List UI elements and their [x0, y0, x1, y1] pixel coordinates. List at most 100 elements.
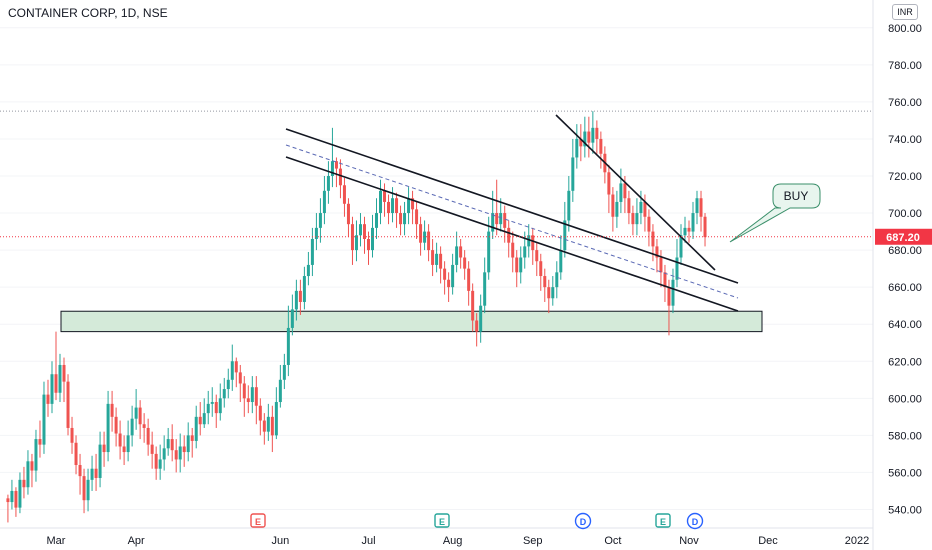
candle-body: [407, 198, 411, 214]
candle-body: [26, 461, 30, 488]
trendline: [555, 114, 716, 271]
candle-body: [282, 364, 286, 380]
candle-body: [627, 198, 631, 214]
y-tick-label: 640.00: [888, 319, 922, 331]
candle-body: [338, 168, 342, 186]
x-tick-label: Mar: [47, 535, 66, 547]
candle-body: [679, 235, 683, 258]
candle-body: [334, 161, 338, 169]
candle-body: [174, 450, 178, 460]
event-marker-label: E: [660, 517, 666, 527]
candle-body: [82, 476, 86, 501]
candle-body: [138, 407, 142, 425]
candle-body: [278, 379, 282, 403]
candle-body: [70, 427, 74, 443]
x-tick-label: Sep: [523, 535, 543, 547]
chart-title: CONTAINER CORP, 1D, NSE: [8, 6, 168, 20]
candle-body: [519, 257, 523, 273]
currency-button[interactable]: INR: [892, 4, 918, 20]
candle-body: [691, 213, 695, 232]
earnings-marker[interactable]: [250, 513, 266, 528]
candle-body: [46, 394, 50, 404]
candle-body: [318, 213, 322, 228]
candle-body: [250, 387, 254, 403]
candle-body: [439, 253, 443, 269]
candle-body: [591, 127, 595, 143]
candle-body: [667, 287, 671, 306]
candle-body: [399, 213, 403, 225]
event-marker-label: E: [255, 517, 261, 527]
candle-body: [607, 172, 611, 195]
candle-body: [130, 418, 134, 436]
candle-body: [471, 290, 475, 321]
candle-body: [294, 290, 298, 310]
candle-body: [310, 238, 314, 265]
candle-body: [643, 201, 647, 217]
x-tick-label: Jul: [361, 535, 375, 547]
candle-body: [403, 213, 407, 225]
candle-body: [342, 185, 346, 204]
candle-body: [395, 198, 399, 214]
x-tick-label: Oct: [604, 535, 621, 547]
candle-body: [246, 398, 250, 403]
earnings-marker[interactable]: [655, 513, 671, 528]
candle-body: [106, 403, 110, 453]
y-tick-label: 600.00: [888, 393, 922, 405]
candle-body: [635, 213, 639, 225]
candle-body: [543, 276, 547, 288]
candle-body: [154, 453, 158, 469]
candle-body: [495, 213, 499, 225]
candle-body: [375, 213, 379, 228]
candle-body: [254, 387, 258, 406]
candle-body: [14, 490, 18, 508]
dividend-marker[interactable]: [686, 512, 704, 530]
candle-body: [663, 272, 667, 288]
candle-body: [559, 250, 563, 273]
candle-body: [599, 138, 603, 154]
candle-body: [423, 231, 427, 243]
candle-body: [286, 327, 290, 365]
candle-body: [290, 309, 294, 328]
candle-body: [659, 257, 663, 273]
candle-body: [571, 157, 575, 191]
candle-body: [122, 446, 126, 453]
candle-body: [555, 272, 559, 288]
candle-body: [695, 198, 699, 214]
candle-body: [258, 405, 262, 421]
candle-body: [298, 290, 302, 302]
candle-body: [194, 416, 198, 441]
candle-body: [459, 246, 463, 258]
candle-body: [579, 138, 583, 147]
candle-body: [186, 435, 190, 453]
current-price-badge: [875, 228, 932, 245]
candle-body: [58, 364, 62, 393]
candle-body: [699, 198, 703, 217]
candle-body: [38, 439, 42, 445]
y-tick-label: 720.00: [888, 171, 922, 183]
candle-body: [222, 389, 226, 399]
candle-body: [379, 190, 383, 214]
candle-body: [158, 459, 162, 469]
grid-layer: [0, 27, 873, 510]
candle-body: [419, 224, 423, 243]
candle-body: [675, 257, 679, 280]
candle-body: [435, 253, 439, 265]
y-tick-label: 800.00: [888, 23, 922, 35]
candle-body: [190, 435, 194, 441]
dividend-marker[interactable]: [574, 512, 592, 530]
candle-body: [354, 235, 358, 251]
y-ticks: 800.00 780.00 760.00 740.00 720.00 700.00 680.…: [888, 23, 922, 517]
buy-callout: BUY: [729, 183, 821, 243]
candle-body: [447, 279, 451, 288]
earnings-marker[interactable]: [434, 513, 450, 528]
candle-body: [411, 198, 415, 210]
candle-body: [210, 402, 214, 404]
candle-body: [551, 287, 555, 299]
y-tick-label: 700.00: [888, 208, 922, 220]
candle-body: [587, 131, 591, 143]
candle-body: [142, 424, 146, 428]
candle-body: [110, 403, 114, 417]
y-tick-label: 540.00: [888, 504, 922, 516]
